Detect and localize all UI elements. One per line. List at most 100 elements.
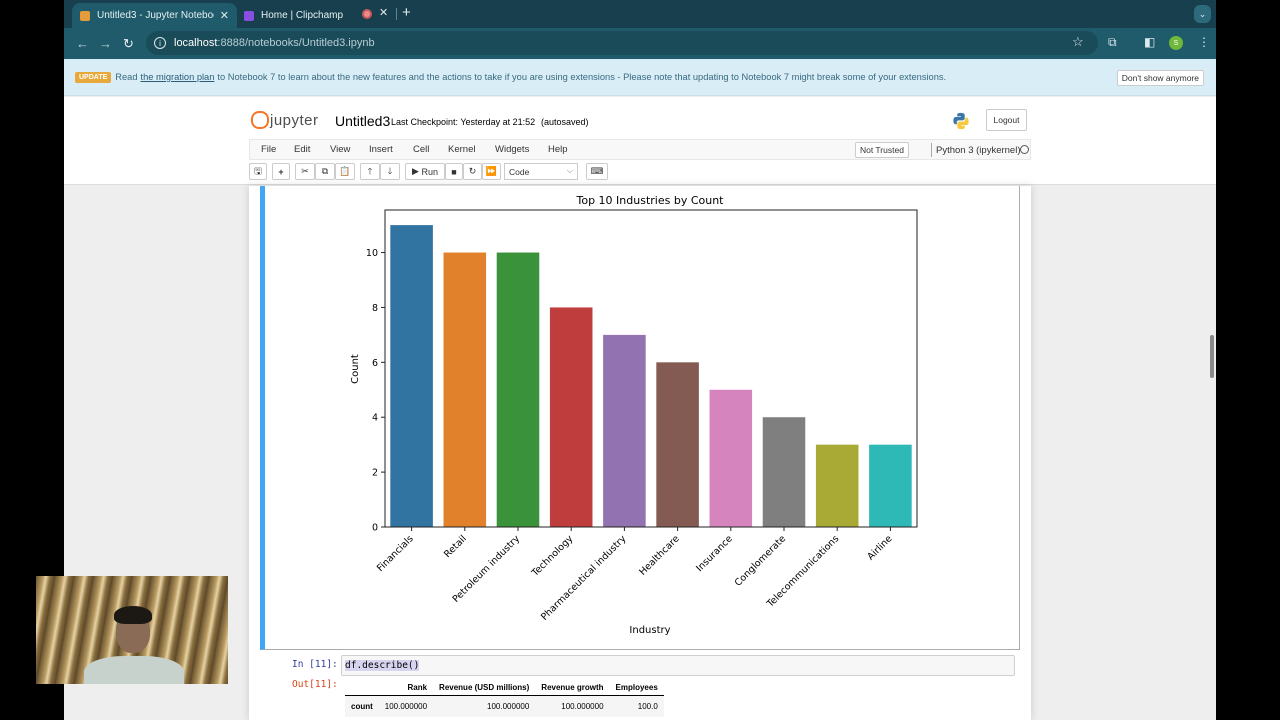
insert-cell-button[interactable]: + bbox=[272, 163, 290, 180]
tab-jupyter[interactable]: Untitled3 - Jupyter Notebook ✕ bbox=[72, 3, 237, 28]
kernel-name[interactable]: Python 3 (ipykernel) bbox=[936, 145, 1021, 156]
play-icon: ▶ bbox=[412, 166, 422, 176]
move-up-button[interactable]: 🡑 bbox=[360, 163, 380, 180]
menu-cell[interactable]: Cell bbox=[413, 144, 430, 155]
x-tick-label: Financials bbox=[375, 533, 416, 574]
menu-edit[interactable]: Edit bbox=[294, 144, 311, 155]
browser-menu-icon[interactable]: ⋮ bbox=[1198, 35, 1210, 49]
restart-run-all-button[interactable]: ⏩ bbox=[482, 163, 501, 180]
menu-file[interactable]: File bbox=[261, 144, 277, 155]
recording-icon bbox=[362, 9, 372, 19]
jupyter-header: jupyter Untitled3 Last Checkpoint: Yeste… bbox=[64, 97, 1216, 185]
tab-search-button[interactable]: ⌄ bbox=[1194, 5, 1211, 23]
back-arrow-icon[interactable]: ← bbox=[76, 36, 89, 51]
site-info-icon[interactable]: i bbox=[154, 37, 166, 49]
code-editor[interactable]: df.describe() bbox=[341, 655, 1015, 676]
output-prompt: Out[11]: bbox=[292, 679, 338, 690]
paste-button[interactable]: 📋 bbox=[335, 163, 355, 180]
code-cell[interactable]: In [11]: df.describe() bbox=[259, 655, 1019, 677]
logout-button[interactable]: Logout bbox=[986, 109, 1027, 131]
trust-status-button[interactable]: Not Trusted bbox=[855, 142, 909, 158]
y-tick-label: 0 bbox=[372, 523, 378, 534]
checkpoint-status: Last Checkpoint: Yesterday at 21:52 bbox=[391, 117, 536, 127]
cut-button[interactable]: ✂ bbox=[295, 163, 315, 180]
table-cell: 100.000000 bbox=[378, 695, 434, 717]
run-button[interactable]: ▶ Run bbox=[405, 163, 445, 180]
x-tick-label: Pharmaceutical industry bbox=[539, 533, 629, 623]
y-tick-label: 4 bbox=[372, 413, 378, 424]
save-button[interactable]: 🖫 bbox=[249, 163, 267, 180]
column-header: Revenue (USD millions) bbox=[433, 680, 536, 696]
notebook-name[interactable]: Untitled3 bbox=[335, 113, 391, 129]
bar bbox=[815, 444, 859, 527]
restart-kernel-button[interactable]: ↻ bbox=[463, 163, 482, 180]
menu-kernel[interactable]: Kernel bbox=[448, 144, 476, 155]
side-panel-icon[interactable]: ◧ bbox=[1144, 35, 1156, 49]
notebook-container: Top 10 Industries by Count 0 2 4 6 8 10 Finan… bbox=[249, 186, 1031, 720]
table-header-row: Rank Revenue (USD millions) Revenue grow… bbox=[345, 680, 664, 696]
x-tick-label: Technology bbox=[529, 533, 575, 579]
menu-widgets[interactable]: Widgets bbox=[495, 144, 530, 155]
x-tick-label: Airline bbox=[865, 533, 894, 562]
profile-avatar[interactable]: S bbox=[1169, 36, 1183, 50]
x-tick-label: Insurance bbox=[694, 533, 735, 574]
tab-label: Home | Clipchamp bbox=[261, 10, 344, 21]
interrupt-button[interactable]: ■ bbox=[445, 163, 463, 180]
command-palette-button[interactable]: ⌨ bbox=[586, 163, 608, 180]
tab-clipchamp[interactable]: Home | Clipchamp bbox=[236, 3, 386, 28]
dont-show-anymore-button[interactable]: Don't show anymore bbox=[1116, 70, 1204, 86]
menu-view[interactable]: View bbox=[330, 144, 351, 155]
bar-chart: Top 10 Industries by Count 0 2 4 6 8 10 Finan… bbox=[350, 194, 918, 636]
describe-table: Rank Revenue (USD millions) Revenue grow… bbox=[345, 680, 664, 717]
cell-type-select[interactable]: Code ⌵ bbox=[504, 163, 578, 180]
page-content: UPDATE Read the migration plan to Notebo… bbox=[64, 59, 1216, 720]
bar bbox=[603, 334, 646, 527]
new-tab-button[interactable]: + bbox=[402, 4, 411, 21]
x-tick-label: Conglomerate bbox=[733, 533, 789, 589]
reload-icon[interactable]: ↻ bbox=[123, 36, 134, 51]
selected-output-cell[interactable]: Top 10 Industries by Count 0 2 4 6 8 10 Finan… bbox=[260, 186, 1020, 650]
y-tick-label: 6 bbox=[372, 358, 378, 369]
update-badge: UPDATE bbox=[75, 71, 112, 83]
jupyter-logo[interactable]: jupyter bbox=[251, 110, 319, 130]
table-row: count 100.000000 100.000000 100.000000 1… bbox=[345, 695, 664, 717]
extensions-icon[interactable]: ⧉ bbox=[1108, 35, 1117, 49]
jupyter-logo-icon bbox=[251, 110, 269, 130]
row-header: count bbox=[345, 695, 379, 717]
forward-arrow-icon[interactable]: → bbox=[99, 36, 112, 51]
page-scrollbar[interactable] bbox=[1210, 335, 1214, 378]
y-tick-label: 8 bbox=[372, 303, 378, 314]
bar bbox=[549, 307, 593, 527]
close-tab-icon[interactable]: ✕ bbox=[219, 10, 229, 22]
jupyter-favicon-icon bbox=[80, 10, 90, 21]
column-header: Revenue growth bbox=[535, 680, 610, 696]
url-path: :8888/notebooks/Untitled3.ipynb bbox=[217, 37, 375, 49]
menu-bar: File Edit View Insert Cell Kernel Widget… bbox=[249, 139, 1031, 160]
x-tick-label: Healthcare bbox=[637, 533, 682, 578]
y-tick-label: 10 bbox=[366, 248, 378, 259]
plot-frame bbox=[384, 209, 918, 528]
bar bbox=[496, 252, 540, 527]
update-banner: UPDATE Read the migration plan to Notebo… bbox=[64, 59, 1216, 96]
browser-window: Untitled3 - Jupyter Notebook ✕ Home | Cl… bbox=[64, 0, 1216, 720]
y-axis-ticks: 0 2 4 6 8 10 bbox=[366, 248, 385, 534]
menu-help[interactable]: Help bbox=[548, 144, 568, 155]
address-bar[interactable]: i localhost :8888/notebooks/Untitled3.ip… bbox=[146, 31, 1098, 55]
tab-strip: Untitled3 - Jupyter Notebook ✕ Home | Cl… bbox=[64, 0, 1216, 28]
x-axis-label: Industry bbox=[629, 625, 670, 636]
migration-plan-link[interactable]: the migration plan bbox=[140, 72, 215, 82]
autosave-status: (autosaved) bbox=[541, 117, 589, 127]
menu-insert[interactable]: Insert bbox=[369, 144, 393, 155]
table-cell: 100.0 bbox=[609, 695, 664, 717]
bar bbox=[656, 362, 699, 527]
table-cell: 100.000000 bbox=[433, 695, 536, 717]
bar bbox=[709, 389, 753, 527]
webcam-overlay bbox=[36, 576, 228, 684]
column-header: Employees bbox=[609, 680, 664, 696]
close-tab-icon[interactable]: ✕ bbox=[379, 7, 389, 19]
move-down-button[interactable]: 🡓 bbox=[380, 163, 400, 180]
bookmark-star-icon[interactable]: ☆ bbox=[1072, 34, 1084, 49]
copy-button[interactable]: ⧉ bbox=[315, 163, 335, 180]
tab-label: Untitled3 - Jupyter Notebook bbox=[97, 10, 214, 21]
